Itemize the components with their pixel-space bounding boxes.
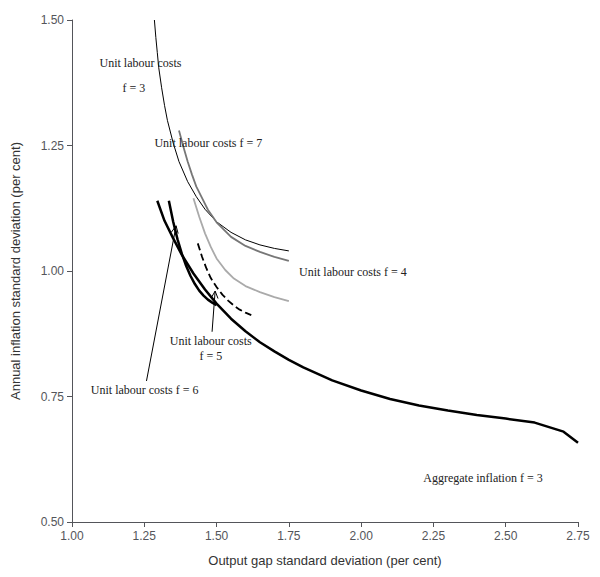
svg-text:1.50: 1.50: [205, 529, 229, 543]
svg-text:1.00: 1.00: [60, 529, 84, 543]
svg-text:2.00: 2.00: [349, 529, 373, 543]
svg-text:Unit labour costs f = 6: Unit labour costs f = 6: [91, 383, 199, 397]
svg-text:1.00: 1.00: [41, 264, 65, 278]
svg-text:f = 3: f = 3: [123, 81, 146, 95]
svg-text:0.75: 0.75: [41, 390, 65, 404]
svg-text:Output gap standard deviation: Output gap standard deviation (per cent): [208, 553, 441, 568]
svg-text:Aggregate inflation f = 3: Aggregate inflation f = 3: [423, 471, 542, 485]
svg-text:Unit labour costs: Unit labour costs: [170, 334, 252, 348]
svg-text:2.75: 2.75: [566, 529, 590, 543]
svg-text:f = 5: f = 5: [199, 349, 222, 363]
svg-text:Unit labour costs: Unit labour costs: [99, 56, 181, 70]
svg-text:Unit labour costs f = 7: Unit labour costs f = 7: [154, 136, 262, 150]
svg-text:0.50: 0.50: [41, 515, 65, 529]
svg-text:1.50: 1.50: [41, 13, 65, 27]
svg-text:1.25: 1.25: [41, 139, 65, 153]
svg-text:1.25: 1.25: [133, 529, 157, 543]
svg-text:2.50: 2.50: [494, 529, 518, 543]
svg-text:Annual inflation standard devi: Annual inflation standard deviation (per…: [8, 142, 23, 400]
svg-text:2.25: 2.25: [422, 529, 446, 543]
svg-text:1.75: 1.75: [277, 529, 301, 543]
svg-text:Unit labour costs f = 4: Unit labour costs f = 4: [299, 265, 407, 279]
